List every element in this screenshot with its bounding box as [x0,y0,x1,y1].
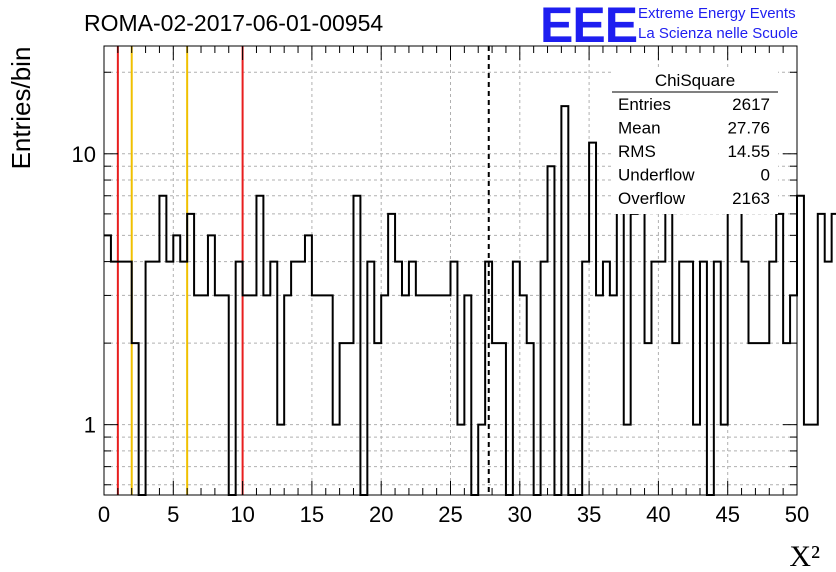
stats-label: Mean [618,119,661,138]
stats-value: 27.76 [727,119,770,138]
stats-label: Overflow [618,189,686,208]
stats-value: 2163 [732,189,770,208]
x-tick-label: 0 [98,502,110,527]
y-tick-label: 10 [72,142,96,167]
run-title: ROMA-02-2017-06-01-00954 [84,10,384,36]
stats-value: 2617 [732,95,770,114]
x-tick-label: 15 [300,502,324,527]
logo-line-2: La Scienza nelle Scuole [638,25,799,42]
x-tick-label: 50 [785,502,809,527]
x-tick-label: 25 [438,502,462,527]
stats-box [612,70,778,214]
stats-label: Underflow [618,166,695,185]
stats-label: RMS [618,142,656,161]
x-tick-label: 20 [369,502,393,527]
x-tick-label: 30 [508,502,532,527]
stats-title: ChiSquare [655,71,735,90]
logo-mark: EEE [540,0,638,53]
stats-value: 0 [761,166,770,185]
x-tick-label: 5 [167,502,179,527]
y-axis-label: Entries/bin [6,47,36,170]
logo-line-1: Extreme Energy Events [638,5,796,22]
x-tick-label: 40 [646,502,670,527]
x-tick-label: 35 [577,502,601,527]
stats-label: Entries [618,95,671,114]
y-tick-label: 1 [84,413,96,438]
x-tick-label: 45 [715,502,739,527]
x-tick-label: 10 [230,502,254,527]
stats-value: 14.55 [727,142,770,161]
x-axis-label: X² [789,540,820,572]
